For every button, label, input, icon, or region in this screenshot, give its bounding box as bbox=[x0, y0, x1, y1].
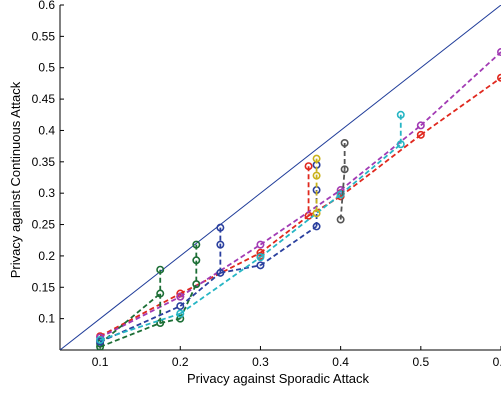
data-point bbox=[312, 209, 321, 218]
series-line-segment bbox=[99, 322, 161, 348]
data-point bbox=[156, 265, 165, 274]
y-tick-label: 0.45 bbox=[32, 92, 56, 106]
series-0 bbox=[96, 73, 501, 345]
data-point bbox=[336, 186, 345, 195]
x-tick-label: 0.4 bbox=[332, 355, 349, 369]
y-tick-label: 0.5 bbox=[38, 61, 55, 75]
series-line-segment bbox=[340, 143, 402, 196]
data-point bbox=[176, 309, 185, 318]
data-point bbox=[176, 302, 185, 311]
series-5 bbox=[312, 154, 321, 218]
series-line-segment bbox=[99, 305, 181, 343]
series-6 bbox=[336, 139, 349, 224]
data-point bbox=[416, 121, 425, 130]
data-point bbox=[340, 165, 349, 174]
data-point bbox=[336, 215, 345, 224]
series-line-segment bbox=[220, 264, 261, 274]
data-point bbox=[216, 223, 225, 232]
series-line-segment bbox=[340, 134, 422, 198]
data-point bbox=[192, 240, 201, 249]
data-point bbox=[336, 190, 345, 199]
series-line-segment bbox=[99, 295, 181, 339]
series-1 bbox=[96, 48, 501, 342]
series-line-segment bbox=[99, 312, 181, 341]
series-line-segment bbox=[259, 189, 342, 246]
reference-line bbox=[60, 5, 501, 350]
series-4 bbox=[96, 110, 405, 344]
x-axis-label: Privacy against Sporadic Attack bbox=[187, 371, 370, 386]
series-line-segment bbox=[259, 193, 342, 258]
x-tick-label: 0.6 bbox=[493, 355, 501, 369]
series-line-segment bbox=[99, 292, 181, 337]
data-point bbox=[256, 248, 265, 257]
axes bbox=[59, 5, 501, 351]
series-line-segment bbox=[99, 292, 161, 345]
data-point bbox=[216, 240, 225, 249]
y-tick-label: 0.15 bbox=[32, 280, 56, 294]
data-point bbox=[396, 110, 405, 119]
data-point bbox=[176, 292, 185, 301]
x-tick-label: 0.2 bbox=[172, 355, 189, 369]
plot-area bbox=[60, 5, 501, 350]
series-line-segment bbox=[259, 215, 310, 254]
series-line-segment bbox=[420, 51, 501, 127]
data-point bbox=[96, 335, 105, 344]
data-point bbox=[396, 140, 405, 149]
y-tick-label: 0.25 bbox=[32, 218, 56, 232]
data-point bbox=[256, 261, 265, 270]
x-tick-label: 0.1 bbox=[92, 355, 109, 369]
series-3 bbox=[96, 160, 321, 346]
y-tick-label: 0.6 bbox=[38, 0, 55, 12]
y-tick-label: 0.4 bbox=[38, 123, 55, 137]
x-tick-label: 0.5 bbox=[412, 355, 429, 369]
series-line-segment bbox=[339, 169, 346, 220]
series-line-segment bbox=[179, 256, 261, 315]
data-point bbox=[256, 253, 265, 262]
ticks: 0.1 0.2 0.3 0.4 0.5 0.6 0.1 0.15 0.2 0.25 0.3 0.35 0… bbox=[32, 0, 501, 369]
y-tick-label: 0.55 bbox=[32, 29, 56, 43]
series-line-segment bbox=[420, 77, 501, 136]
data-point bbox=[340, 139, 349, 148]
y-tick-label: 0.3 bbox=[38, 186, 55, 200]
y-tick-label: 0.35 bbox=[32, 155, 56, 169]
data-point bbox=[312, 154, 321, 163]
y-tick-label: 0.2 bbox=[38, 249, 55, 263]
data-point bbox=[192, 256, 201, 265]
data-point bbox=[216, 268, 225, 277]
data-point bbox=[256, 240, 265, 249]
data-point bbox=[416, 130, 425, 139]
data-point bbox=[156, 319, 165, 328]
series-line-segment bbox=[259, 225, 318, 267]
series-line-segment bbox=[179, 283, 198, 320]
data-point bbox=[312, 222, 321, 231]
x-tick-label: 0.3 bbox=[252, 355, 269, 369]
data-point bbox=[176, 314, 185, 323]
series-line-segment bbox=[179, 272, 221, 307]
y-axis-label: Privacy against Continuous Attack bbox=[8, 81, 23, 278]
data-point bbox=[312, 171, 321, 180]
y-tick-label: 0.1 bbox=[38, 312, 55, 326]
series-line-segment bbox=[340, 124, 422, 191]
data-point bbox=[156, 289, 165, 298]
data-point bbox=[192, 280, 201, 289]
data-point bbox=[304, 162, 313, 171]
